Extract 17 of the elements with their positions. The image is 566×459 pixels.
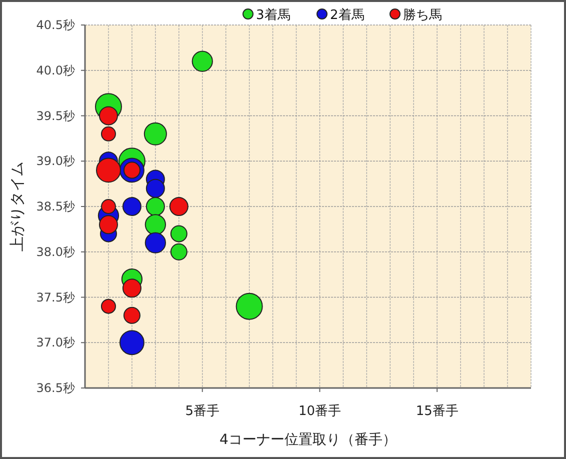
y-tick-label: 40.0秒 [36, 63, 75, 78]
y-tick-label: 38.5秒 [36, 200, 75, 214]
y-tick-label: 39.0秒 [36, 154, 75, 168]
x-tick-label: 10番手 [298, 404, 342, 419]
y-tick-label: 39.5秒 [36, 108, 75, 123]
y-tick-label: 40.5秒 [36, 18, 75, 32]
y-tick-label: 36.5秒 [36, 381, 75, 395]
y-axis-title: 上がりタイム [8, 162, 26, 252]
y-tick-label: 38.0秒 [36, 244, 75, 259]
x-tick-label: 5番手 [185, 404, 220, 419]
y-tick-label: 37.5秒 [36, 290, 75, 304]
legend-label: 勝ち馬 [403, 8, 442, 23]
y-tick-label: 37.0秒 [36, 336, 75, 350]
x-tick-label: 15番手 [416, 404, 458, 419]
x-axis-title: 4コーナー位置取り（番手） [220, 432, 396, 448]
legend-label: 2着馬 [330, 7, 364, 23]
legend-label: 3着馬 [256, 7, 290, 23]
